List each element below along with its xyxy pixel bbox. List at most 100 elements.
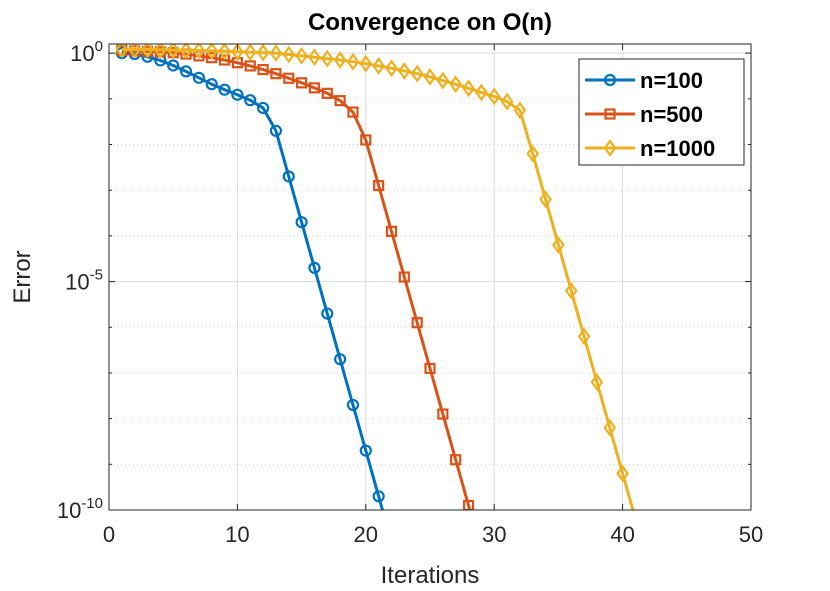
data-point — [590, 373, 604, 391]
data-point — [385, 59, 398, 78]
data-point — [539, 190, 552, 209]
data-point — [424, 362, 436, 374]
data-point — [346, 52, 360, 71]
series-line — [121, 51, 385, 510]
x-tick-label: 0 — [103, 522, 115, 547]
legend-item: n=500 — [585, 102, 703, 127]
data-point — [475, 83, 488, 102]
y-tick-base: 10 — [65, 270, 89, 295]
data-point — [449, 75, 463, 94]
data-point — [192, 44, 206, 60]
data-point — [487, 87, 501, 106]
data-point — [231, 88, 244, 101]
data-point — [179, 65, 193, 78]
data-point — [359, 444, 372, 457]
data-point — [513, 101, 527, 120]
data-point — [206, 52, 218, 64]
data-point — [269, 44, 283, 63]
data-point — [360, 134, 372, 146]
data-point — [128, 44, 142, 59]
data-point — [411, 317, 423, 329]
data-point — [205, 44, 219, 60]
y-tick-base: 10 — [70, 41, 94, 66]
data-point — [321, 87, 333, 99]
data-point — [231, 44, 244, 61]
data-point — [603, 418, 617, 437]
data-point — [450, 454, 462, 466]
data-point — [333, 51, 347, 69]
x-tick-label: 10 — [225, 522, 249, 547]
y-tick-exponent: -5 — [90, 267, 103, 284]
data-point — [437, 408, 449, 420]
data-point — [359, 54, 373, 73]
legend-item: n=100 — [585, 68, 703, 93]
x-tick-label: 30 — [482, 522, 506, 547]
legend-marker — [604, 108, 616, 120]
x-tick-labels: 0 10 20 30 40 50 — [103, 522, 763, 547]
data-point — [218, 54, 231, 66]
data-point — [295, 216, 308, 229]
data-point — [256, 101, 270, 115]
x-tick-label: 40 — [610, 522, 634, 547]
data-point — [295, 46, 308, 65]
x-tick-label: 50 — [739, 522, 763, 547]
data-point — [334, 353, 347, 366]
series-n=1000 — [115, 44, 635, 510]
y-tick-base: 10 — [57, 498, 81, 523]
data-point — [372, 490, 385, 503]
data-point — [308, 48, 321, 67]
data-point — [577, 327, 591, 346]
data-point — [462, 79, 475, 98]
data-point — [282, 45, 296, 64]
data-point — [244, 60, 256, 72]
data-point — [308, 261, 321, 274]
y-tick-exponent: 0 — [95, 38, 103, 55]
y-axis-label: Error — [9, 250, 36, 303]
x-axis-label: Iterations — [381, 562, 480, 589]
legend-label: n=100 — [640, 68, 703, 93]
legend-item: n=1000 — [585, 136, 715, 161]
data-point — [552, 236, 565, 254]
legend-marker — [603, 139, 617, 157]
data-point — [616, 464, 629, 483]
data-point — [373, 180, 385, 192]
data-point — [282, 170, 295, 183]
data-point — [256, 44, 270, 62]
data-point — [372, 57, 385, 75]
series-layer — [115, 44, 635, 510]
data-point — [410, 64, 424, 83]
data-point — [500, 92, 514, 111]
data-point — [218, 44, 231, 61]
legend-marker — [603, 73, 617, 87]
data-point — [218, 83, 231, 96]
data-point — [270, 68, 282, 80]
data-point — [397, 62, 411, 80]
data-point — [205, 78, 218, 91]
data-point — [308, 82, 321, 94]
plot-frame — [108, 43, 752, 511]
legend-label: n=500 — [640, 102, 703, 127]
data-point — [115, 44, 129, 59]
chart-title: Convergence on O(n) — [308, 9, 552, 36]
data-point — [269, 124, 283, 137]
data-point — [166, 44, 180, 59]
data-point — [564, 281, 578, 300]
data-point — [179, 44, 193, 60]
data-point — [385, 225, 398, 237]
data-point — [141, 44, 154, 59]
data-point — [296, 77, 308, 89]
data-point — [436, 71, 450, 90]
data-point — [334, 95, 346, 107]
y-tick-exponent: -10 — [81, 495, 103, 512]
data-point — [283, 72, 295, 84]
legend: n=100 n=500 n=1000 — [578, 58, 745, 166]
data-point — [321, 307, 334, 320]
x-tick-label: 20 — [354, 522, 378, 547]
data-point — [423, 68, 437, 86]
data-point — [192, 71, 205, 84]
data-point — [320, 49, 334, 68]
data-point — [398, 271, 410, 283]
data-point — [244, 94, 257, 107]
